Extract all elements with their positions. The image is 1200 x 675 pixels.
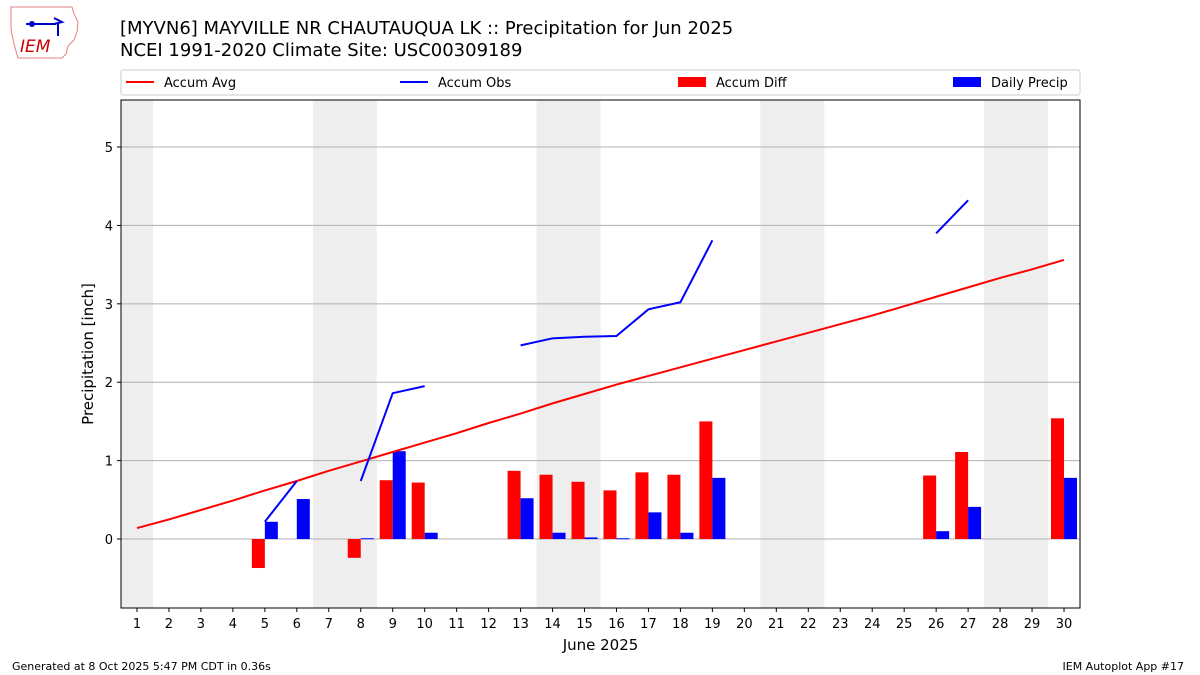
x-tick-label: 15 — [576, 617, 593, 632]
legend: Accum Avg Accum Obs Accum Diff Daily Precip — [120, 69, 1081, 96]
daily-precip-bar — [392, 451, 406, 540]
x-tick-label: 19 — [704, 617, 721, 632]
chart-title: [MYVN6] MAYVILLE NR CHAUTAUQUA LK :: Pre… — [120, 18, 734, 39]
daily-precip-bar — [296, 499, 310, 540]
legend-label: Accum Diff — [716, 76, 788, 91]
y-tick-label: 2 — [105, 376, 113, 391]
daily-precip-bar — [520, 498, 534, 540]
accum-avg-line — [136, 258, 1065, 530]
x-tick-label: 16 — [608, 617, 625, 632]
x-tick-label: 14 — [544, 617, 561, 632]
chart-subtitle: NCEI 1991-2020 Climate Site: USC00309189 — [120, 40, 523, 61]
y-tick-label: 4 — [105, 219, 113, 234]
weekend-band — [760, 100, 793, 608]
x-axis-label: June 2025 — [562, 636, 639, 654]
iem-logo: IEM — [10, 6, 79, 59]
legend-label: Accum Avg — [164, 76, 236, 91]
accum-diff-bar — [603, 490, 617, 540]
y-axis-label: Precipitation [inch] — [79, 283, 97, 425]
x-tick-label: 10 — [416, 617, 433, 632]
x-tick-label: 21 — [768, 617, 785, 632]
accum-diff-bar — [571, 481, 585, 540]
daily-precip-bar — [712, 477, 726, 540]
accum-diff-bar — [507, 470, 521, 540]
x-tick-label: 28 — [992, 617, 1009, 632]
daily-precip-bar — [968, 506, 982, 540]
x-tick-label: 13 — [512, 617, 529, 632]
weekend-band — [792, 100, 825, 608]
accum-diff-bar — [923, 475, 937, 540]
accum-diff-bar — [347, 539, 361, 558]
daily-precip-bar — [424, 532, 438, 540]
x-tick-label: 24 — [864, 617, 881, 632]
x-tick-label: 7 — [325, 617, 333, 632]
x-tick-label: 27 — [960, 617, 977, 632]
x-tick-label: 3 — [197, 617, 205, 632]
legend-swatch — [953, 77, 981, 87]
x-tick-label: 26 — [928, 617, 945, 632]
x-tick-label: 4 — [229, 617, 237, 632]
legend-swatch — [678, 77, 706, 87]
accum-diff-bar — [635, 472, 649, 540]
accum-diff-bar — [539, 474, 553, 540]
x-tick-label: 30 — [1056, 617, 1073, 632]
plot-frame — [120, 99, 1081, 609]
accum-diff-bar — [667, 474, 681, 540]
accum-diff-bar — [379, 480, 393, 540]
accum-diff-bar — [411, 482, 425, 540]
y-tick-label: 3 — [105, 298, 113, 313]
legend-label: Daily Precip — [991, 76, 1068, 91]
x-tick-label: 9 — [389, 617, 397, 632]
generated-timestamp: Generated at 8 Oct 2025 5:47 PM CDT in 0… — [12, 660, 271, 673]
weekend-band — [984, 100, 1017, 608]
x-tick-label: 20 — [736, 617, 753, 632]
daily-precip-bar — [552, 532, 566, 540]
x-tick-label: 1 — [133, 617, 141, 632]
y-tick-label: 1 — [105, 455, 113, 470]
y-tick-label: 0 — [105, 533, 113, 548]
y-tick-label: 5 — [105, 141, 113, 156]
x-tick-label: 25 — [896, 617, 913, 632]
x-tick-label: 18 — [672, 617, 689, 632]
x-tick-label: 2 — [165, 617, 173, 632]
legend-label: Accum Obs — [438, 76, 511, 91]
daily-precip-bar — [648, 512, 662, 540]
accum-diff-bar — [699, 421, 713, 540]
x-tick-label: 6 — [293, 617, 301, 632]
x-tick-label: 17 — [640, 617, 657, 632]
daily-precip-bar — [936, 531, 950, 540]
x-tick-label: 8 — [357, 617, 365, 632]
x-tick-label: 23 — [832, 617, 849, 632]
x-tick-label: 29 — [1024, 617, 1041, 632]
accum-obs-line — [359, 385, 425, 482]
accum-diff-bar — [955, 451, 969, 540]
app-label: IEM Autoplot App #17 — [1062, 660, 1185, 673]
accum-obs-line — [520, 239, 714, 347]
daily-precip-bar — [264, 521, 278, 540]
weekend-band — [121, 100, 153, 608]
daily-precip-bar — [1064, 477, 1078, 540]
daily-precip-bar — [584, 537, 598, 540]
x-tick-label: 12 — [480, 617, 497, 632]
accum-diff-bar — [1051, 418, 1065, 540]
svg-text:IEM: IEM — [20, 37, 51, 57]
daily-precip-bar — [360, 538, 374, 540]
accum-obs-line — [935, 199, 969, 234]
x-tick-label: 22 — [800, 617, 817, 632]
daily-precip-bar — [616, 538, 630, 540]
x-tick-label: 5 — [261, 617, 269, 632]
daily-precip-bar — [680, 532, 694, 540]
accum-diff-bar — [251, 539, 265, 569]
weekend-band — [344, 100, 377, 608]
x-tick-label: 11 — [448, 617, 465, 632]
accum-obs-line — [264, 480, 298, 523]
weekend-band — [312, 100, 345, 608]
weekend-band — [1016, 100, 1049, 608]
